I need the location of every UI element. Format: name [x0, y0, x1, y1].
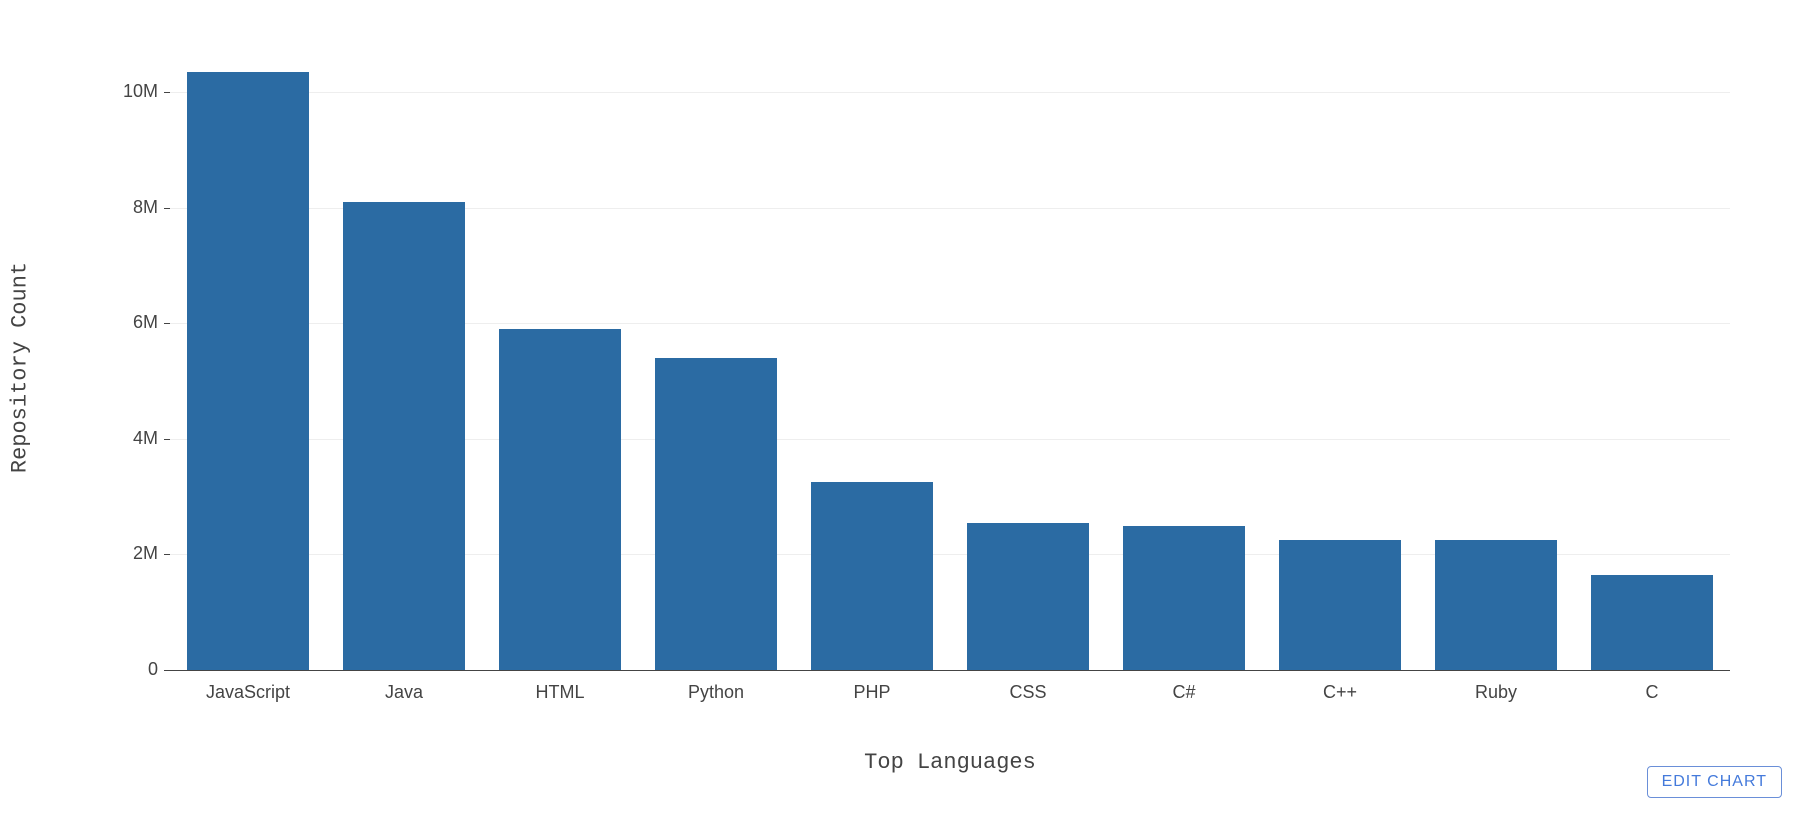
x-tick-label: CSS — [948, 682, 1108, 703]
bar — [499, 329, 621, 670]
chart-container: Repository Count Top Languages EDIT CHAR… — [0, 0, 1812, 818]
bar — [811, 482, 933, 670]
y-tick-mark — [164, 323, 170, 324]
y-tick-label: 0 — [148, 659, 158, 680]
x-tick-label: PHP — [792, 682, 952, 703]
bar — [1279, 540, 1401, 670]
y-tick-label: 2M — [133, 543, 158, 564]
plot-area — [170, 40, 1730, 670]
x-axis-title: Top Languages — [800, 750, 1100, 775]
bar — [655, 358, 777, 670]
y-tick-label: 10M — [123, 81, 158, 102]
bar — [343, 202, 465, 670]
y-tick-label: 8M — [133, 197, 158, 218]
x-tick-label: Python — [636, 682, 796, 703]
bar — [1435, 540, 1557, 670]
x-tick-label: Java — [324, 682, 484, 703]
edit-chart-button[interactable]: EDIT CHART — [1647, 766, 1782, 798]
y-tick-mark — [164, 208, 170, 209]
x-tick-label: HTML — [480, 682, 640, 703]
x-tick-label: Ruby — [1416, 682, 1576, 703]
y-tick-label: 4M — [133, 428, 158, 449]
x-tick-label: C — [1572, 682, 1732, 703]
y-axis-title: Repository Count — [8, 218, 33, 518]
x-axis-line — [170, 670, 1730, 671]
y-tick-mark — [164, 554, 170, 555]
y-tick-label: 6M — [133, 312, 158, 333]
x-tick-label: C++ — [1260, 682, 1420, 703]
x-tick-label: C# — [1104, 682, 1264, 703]
bar — [967, 523, 1089, 670]
y-tick-mark — [164, 670, 170, 671]
gridline — [170, 92, 1730, 93]
bar — [187, 72, 309, 670]
y-tick-mark — [164, 439, 170, 440]
y-tick-mark — [164, 92, 170, 93]
bar — [1591, 575, 1713, 670]
bar — [1123, 526, 1245, 670]
x-tick-label: JavaScript — [168, 682, 328, 703]
